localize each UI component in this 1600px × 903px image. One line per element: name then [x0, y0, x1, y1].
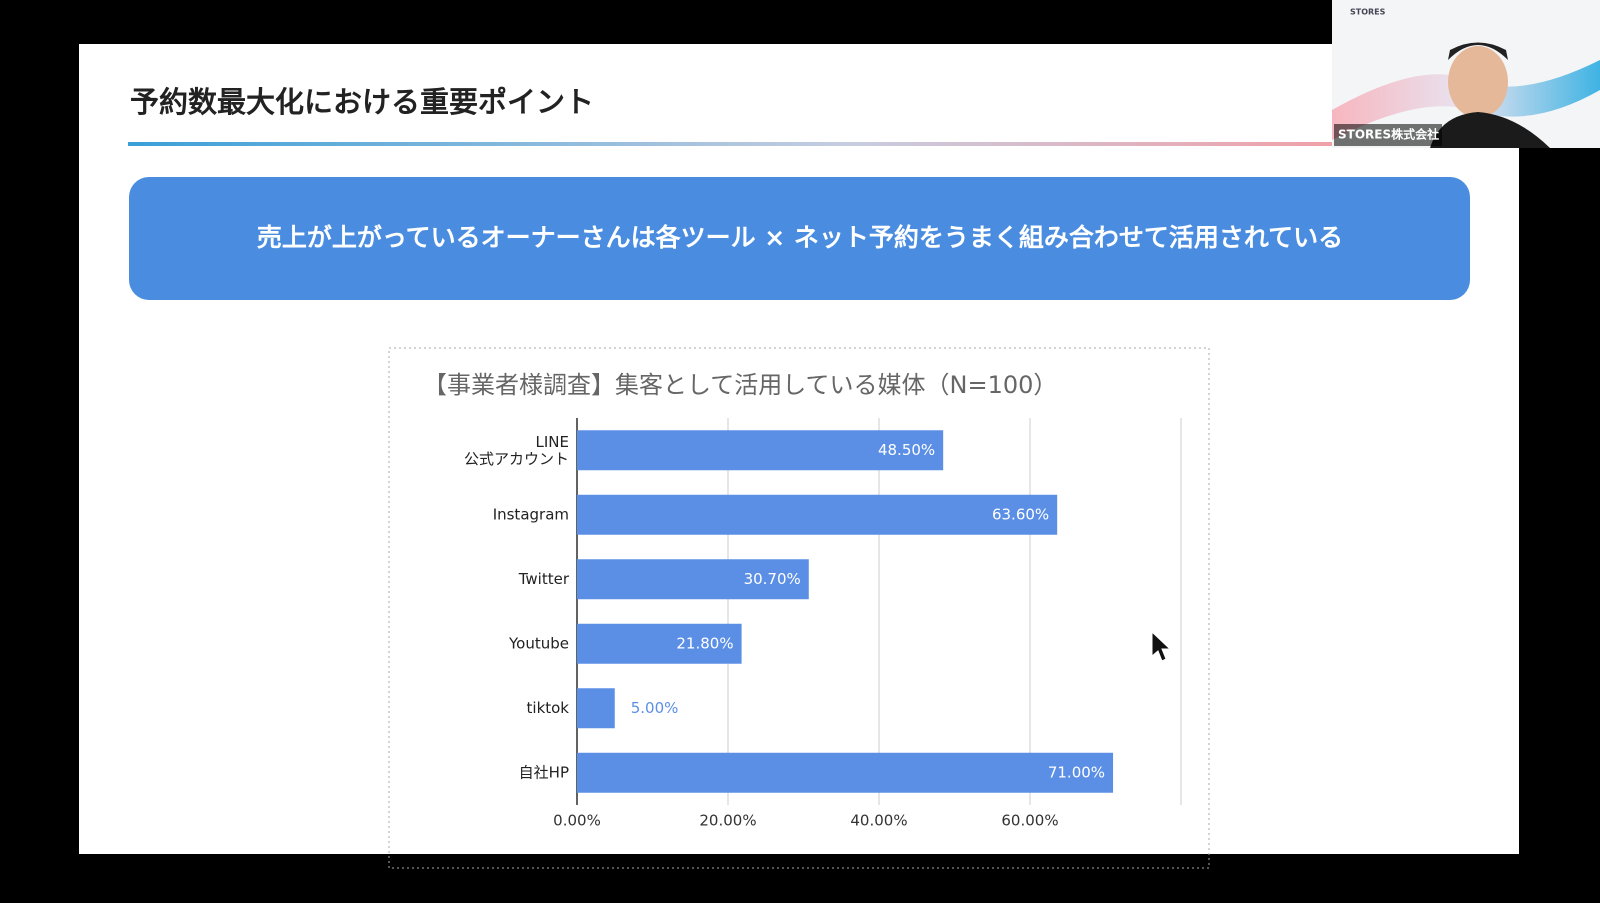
- video-logo: STORES: [1350, 8, 1386, 17]
- value-label: 21.80%: [676, 634, 733, 652]
- chart-frame: [388, 347, 1210, 869]
- bar: [577, 430, 944, 471]
- title-underline: [128, 142, 1332, 146]
- y-tick-label: Twitter: [518, 570, 570, 588]
- y-tick-label: tiktok: [527, 699, 570, 717]
- chart: 0.00% 20.00% 40.00% 60.00% LINE 公式アカウント 48.50%…: [464, 418, 1182, 830]
- mouse-cursor: [1151, 630, 1172, 662]
- y-tick-label: LINE 公式アカウント: [464, 432, 569, 467]
- value-label: 30.70%: [744, 570, 801, 588]
- video-label: STORES株式会社: [1338, 127, 1439, 142]
- bar: [577, 752, 1114, 793]
- value-label: 5.00%: [631, 699, 679, 717]
- person-body: [1430, 112, 1550, 148]
- x-tick-label: 40.00%: [850, 812, 907, 830]
- y-tick-label: Youtube: [508, 634, 569, 652]
- chart-title: 【事業者様調査】集客として活用している媒体（N=100）: [423, 371, 1057, 399]
- person-head: [1448, 46, 1508, 118]
- y-tick-label: 自社HP: [519, 763, 569, 781]
- person-hair: [1448, 42, 1508, 60]
- y-tick-label: Instagram: [493, 505, 569, 523]
- value-label: 63.60%: [992, 505, 1049, 523]
- slide-title: 予約数最大化における重要ポイント: [130, 85, 594, 119]
- video-label-bg: [1334, 124, 1442, 146]
- x-tick-label: 20.00%: [699, 812, 756, 830]
- bar: [577, 623, 742, 664]
- value-label: 71.00%: [1048, 763, 1105, 781]
- x-tick-label: 0.00%: [553, 812, 601, 830]
- bar: [577, 559, 809, 600]
- value-label: 48.50%: [878, 441, 935, 459]
- x-tick-label: 60.00%: [1001, 812, 1058, 830]
- banner: [129, 177, 1470, 300]
- bar: [577, 494, 1058, 535]
- banner-text: 売上が上がっているオーナーさんは各ツール × ネット予約をうまく組み合わせて活用…: [257, 223, 1343, 252]
- bar: [577, 688, 615, 729]
